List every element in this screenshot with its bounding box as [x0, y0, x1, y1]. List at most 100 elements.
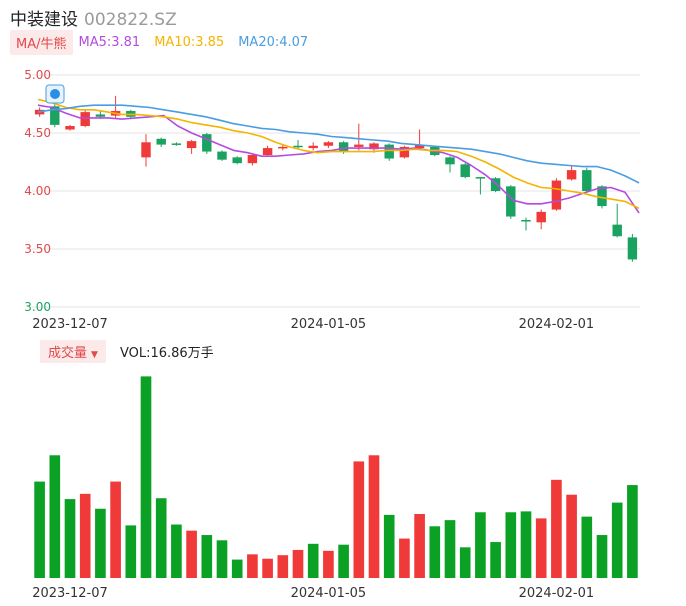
volume-bar	[110, 481, 121, 578]
candle-body	[50, 106, 60, 125]
candle-body	[293, 145, 303, 148]
candle-body	[384, 144, 394, 159]
volume-bar	[596, 535, 608, 578]
volume-bar	[34, 481, 45, 578]
volume-bar	[171, 524, 182, 578]
volume-bar	[140, 376, 152, 578]
volume-bar	[338, 544, 349, 578]
candle-body	[262, 148, 273, 156]
latest-marker	[45, 84, 65, 104]
candle-body	[414, 144, 425, 149]
candle-body	[95, 114, 106, 117]
volume-bar	[201, 535, 213, 578]
volume-x-tick-label: 2024-02-01	[519, 586, 595, 601]
candle-body	[536, 211, 546, 223]
volume-bar	[125, 525, 137, 578]
volume-bar	[79, 493, 91, 578]
ma20-line	[37, 104, 640, 184]
ma-line-series	[37, 98, 640, 214]
candle-body	[582, 170, 592, 191]
candle-body	[521, 220, 531, 222]
volume-x-tick-label: 2023-12-07	[32, 586, 108, 601]
volume-bar	[520, 511, 532, 578]
candle-body	[247, 155, 258, 164]
candle-body	[475, 177, 486, 179]
candle-body	[566, 170, 577, 180]
candle-body	[354, 144, 364, 147]
stock-title: 中装建设 002822.SZ	[10, 5, 177, 30]
price-y-tick-label: 4.00	[24, 184, 51, 198]
candle-body	[80, 112, 90, 127]
ma10-line	[37, 98, 640, 210]
volume-tag-label: 成交量	[48, 345, 88, 361]
volume-bar	[95, 508, 106, 578]
candle-body	[460, 164, 470, 178]
candle-body	[232, 157, 242, 164]
candle-body	[323, 142, 334, 146]
price-x-tick-label: 2023-12-07	[32, 317, 108, 332]
volume-bar	[551, 479, 562, 578]
price-y-tick-label: 4.50	[24, 126, 51, 140]
marker-icon	[50, 89, 60, 99]
volume-bar	[627, 485, 638, 578]
volume-bar	[353, 461, 365, 578]
candle-body	[506, 186, 516, 217]
volume-bar	[475, 512, 486, 578]
volume-bar	[231, 559, 243, 578]
volume-indicator-selector[interactable]: 成交量 ▼	[40, 339, 106, 363]
ma5-line	[37, 104, 640, 214]
volume-bar	[414, 514, 425, 578]
volume-bar	[459, 547, 471, 578]
price-y-tick-label: 3.00	[24, 300, 51, 314]
volume-bar	[323, 550, 334, 578]
candle-body	[490, 178, 501, 191]
candle-body	[217, 151, 227, 160]
candle-body	[627, 237, 638, 260]
ma20-legend-label: MA20:4.07	[238, 34, 309, 50]
candle-body	[186, 141, 197, 149]
candle-body	[369, 143, 379, 150]
volume-bar	[277, 555, 289, 578]
volume-bar	[505, 512, 517, 578]
candle-body	[65, 126, 75, 130]
candle-body	[141, 142, 151, 158]
candle-body	[597, 186, 607, 207]
volume-bar	[399, 538, 410, 578]
candle-body	[202, 134, 212, 152]
volume-bar	[307, 543, 319, 578]
volume-legend: 成交量 ▼ VOL:16.86万手	[40, 339, 214, 363]
price-x-tick-label: 2024-02-01	[519, 317, 595, 332]
candle-body	[278, 146, 288, 149]
dropdown-triangle-icon: ▼	[91, 349, 98, 360]
candle-body	[308, 145, 318, 149]
stock-name: 中装建设	[10, 10, 78, 30]
candle-body	[445, 157, 455, 165]
candlestick-series	[34, 95, 638, 262]
volume-bar	[247, 554, 258, 578]
price-x-tick-label: 2024-01-05	[291, 317, 367, 332]
candle-body	[338, 142, 349, 152]
ma-indicator-selector[interactable]: MA/牛熊	[10, 29, 73, 55]
volume-bar	[535, 518, 547, 578]
volume-bar	[262, 558, 273, 578]
stock-code: 002822.SZ	[84, 10, 177, 30]
volume-x-axis: 2023-12-07 2024-01-05 2024-02-01	[32, 586, 594, 601]
volume-bar	[383, 514, 395, 578]
candle-body	[156, 138, 166, 145]
volume-bar	[444, 520, 456, 578]
candle-body	[171, 143, 182, 145]
volume-bar	[581, 516, 593, 578]
volume-bar	[490, 542, 501, 578]
ma-legend: MA/牛熊 MA5:3.81 MA10:3.85 MA20:4.07	[10, 29, 322, 55]
candle-body	[612, 224, 622, 237]
price-y-axis: 5.00 4.50 4.00 3.50 3.00	[24, 68, 51, 314]
candle-body	[399, 146, 410, 158]
volume-bar	[186, 530, 197, 578]
candle-body	[551, 180, 562, 210]
volume-bar	[49, 455, 61, 578]
volume-bar	[216, 540, 228, 578]
volume-value-label: VOL:16.86万手	[119, 345, 214, 361]
volume-bar	[64, 499, 76, 578]
volume-bar	[429, 526, 441, 578]
